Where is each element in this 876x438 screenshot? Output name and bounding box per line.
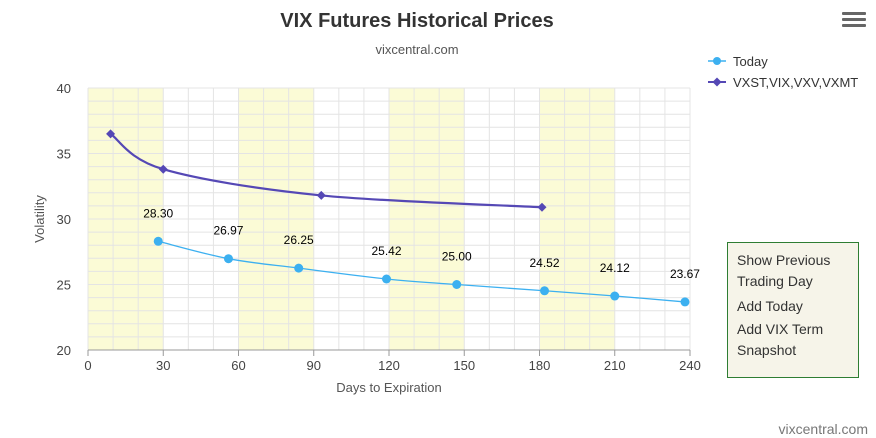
term-point	[158, 164, 168, 174]
today-point	[452, 280, 462, 289]
today-point	[540, 286, 550, 296]
term-point	[316, 190, 326, 200]
today-point	[223, 254, 233, 264]
data-label: 25.42	[371, 244, 401, 258]
x-tick-label: 240	[679, 358, 701, 373]
data-label: 23.67	[670, 267, 700, 281]
today-point	[610, 291, 620, 301]
data-label: 26.97	[213, 224, 243, 238]
data-label: 26.25	[284, 233, 314, 247]
data-label: 24.12	[600, 261, 630, 275]
hamburger-menu-icon[interactable]	[842, 10, 866, 32]
series-line-0	[158, 240, 686, 303]
show-previous-trading-day-button[interactable]: Show Previous Trading Day	[737, 252, 831, 289]
y-tick-label: 30	[57, 212, 71, 227]
today-point	[680, 297, 690, 307]
data-label: 24.52	[530, 256, 560, 270]
chart-options-menu: Show Previous Trading Day Add Today Add …	[727, 242, 859, 378]
x-tick-label: 210	[604, 358, 626, 373]
y-axis-title: Volatility	[32, 195, 47, 243]
add-today-button[interactable]: Add Today	[737, 298, 803, 314]
legend-item-term[interactable]: VXST,VIX,VXV,VXMT	[708, 75, 858, 90]
term-point	[106, 129, 116, 139]
data-labels-layer: 28.30 26.97 26.25 25.42 25.00 24.52 24.12 23.67	[143, 206, 700, 281]
grid-lines	[87, 87, 691, 351]
today-point	[294, 263, 304, 273]
chart-subtitle: vixcentral.com	[375, 42, 458, 57]
x-tick-label: 30	[156, 358, 170, 373]
x-tick-label: 0	[84, 358, 91, 373]
chart-title: VIX Futures Historical Prices	[280, 10, 553, 32]
term-point	[537, 202, 547, 212]
y-tick-label: 20	[57, 343, 71, 358]
axes: 0 30 60 90 120 150 180 210 240 20 25 30 35 40	[57, 81, 701, 373]
x-axis-title: Days to Expiration	[336, 380, 442, 395]
series-line-1	[109, 132, 543, 209]
x-tick-label: 150	[453, 358, 475, 373]
data-label: 25.00	[442, 250, 472, 264]
today-point	[153, 236, 163, 246]
legend-label-today: Today	[733, 54, 768, 69]
y-tick-label: 40	[57, 81, 71, 96]
credit-link[interactable]: vixcentral.com	[779, 421, 868, 437]
add-vix-term-snapshot-button[interactable]: Add VIX Term Snapshot	[737, 321, 824, 358]
x-tick-label: 90	[307, 358, 321, 373]
legend: Today VXST,VIX,VXV,VXMT	[708, 54, 858, 90]
x-tick-label: 180	[529, 358, 551, 373]
y-tick-label: 35	[57, 147, 71, 162]
series-layer	[106, 129, 690, 307]
legend-item-today[interactable]: Today	[708, 54, 768, 69]
y-tick-label: 25	[57, 278, 71, 293]
x-tick-label: 120	[378, 358, 400, 373]
x-tick-label: 60	[231, 358, 245, 373]
legend-label-term: VXST,VIX,VXV,VXMT	[733, 75, 858, 90]
data-label: 28.30	[143, 206, 173, 220]
today-point	[381, 274, 391, 284]
